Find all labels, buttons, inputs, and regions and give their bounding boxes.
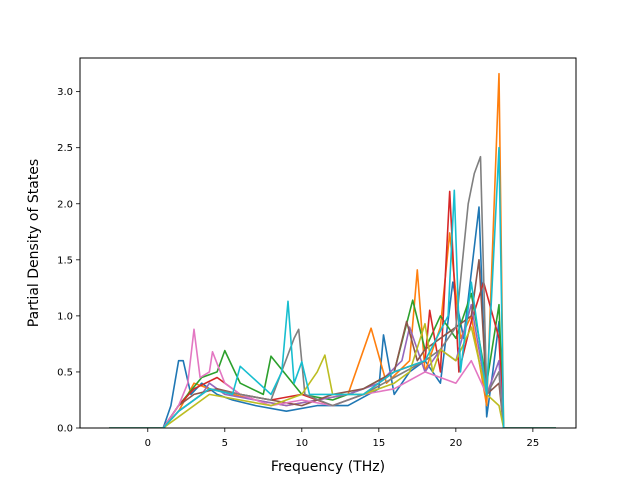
x-axis-title: Frequency (THz) — [271, 459, 385, 475]
y-tick-label: 0.0 — [57, 424, 73, 435]
series-line-10 — [109, 146, 556, 428]
x-axis-ticks: 0 5 10 15 20 25 — [145, 428, 540, 449]
series-line-7 — [109, 328, 556, 428]
y-axis-ticks: 0.0 0.5 1.0 1.5 2.0 2.5 3.0 — [57, 87, 80, 435]
x-tick-label: 0 — [145, 438, 151, 449]
y-axis-title: Partial Density of States — [26, 159, 42, 327]
series-line-2 — [109, 72, 556, 428]
x-tick-label: 5 — [222, 438, 228, 449]
y-tick-label: 3.0 — [57, 87, 73, 98]
x-tick-label: 15 — [372, 438, 385, 449]
series-line-9 — [109, 322, 556, 428]
x-tick-label: 25 — [527, 438, 540, 449]
x-tick-label: 20 — [449, 438, 462, 449]
y-tick-label: 2.0 — [57, 199, 73, 210]
x-tick-label: 10 — [295, 438, 308, 449]
y-tick-label: 1.0 — [57, 311, 73, 322]
y-tick-label: 1.5 — [57, 255, 73, 266]
series-layer — [109, 72, 556, 428]
series-line-8 — [109, 155, 556, 428]
plot-frame — [79, 57, 577, 429]
y-tick-label: 2.5 — [57, 143, 73, 154]
y-tick-label: 0.5 — [57, 367, 73, 378]
